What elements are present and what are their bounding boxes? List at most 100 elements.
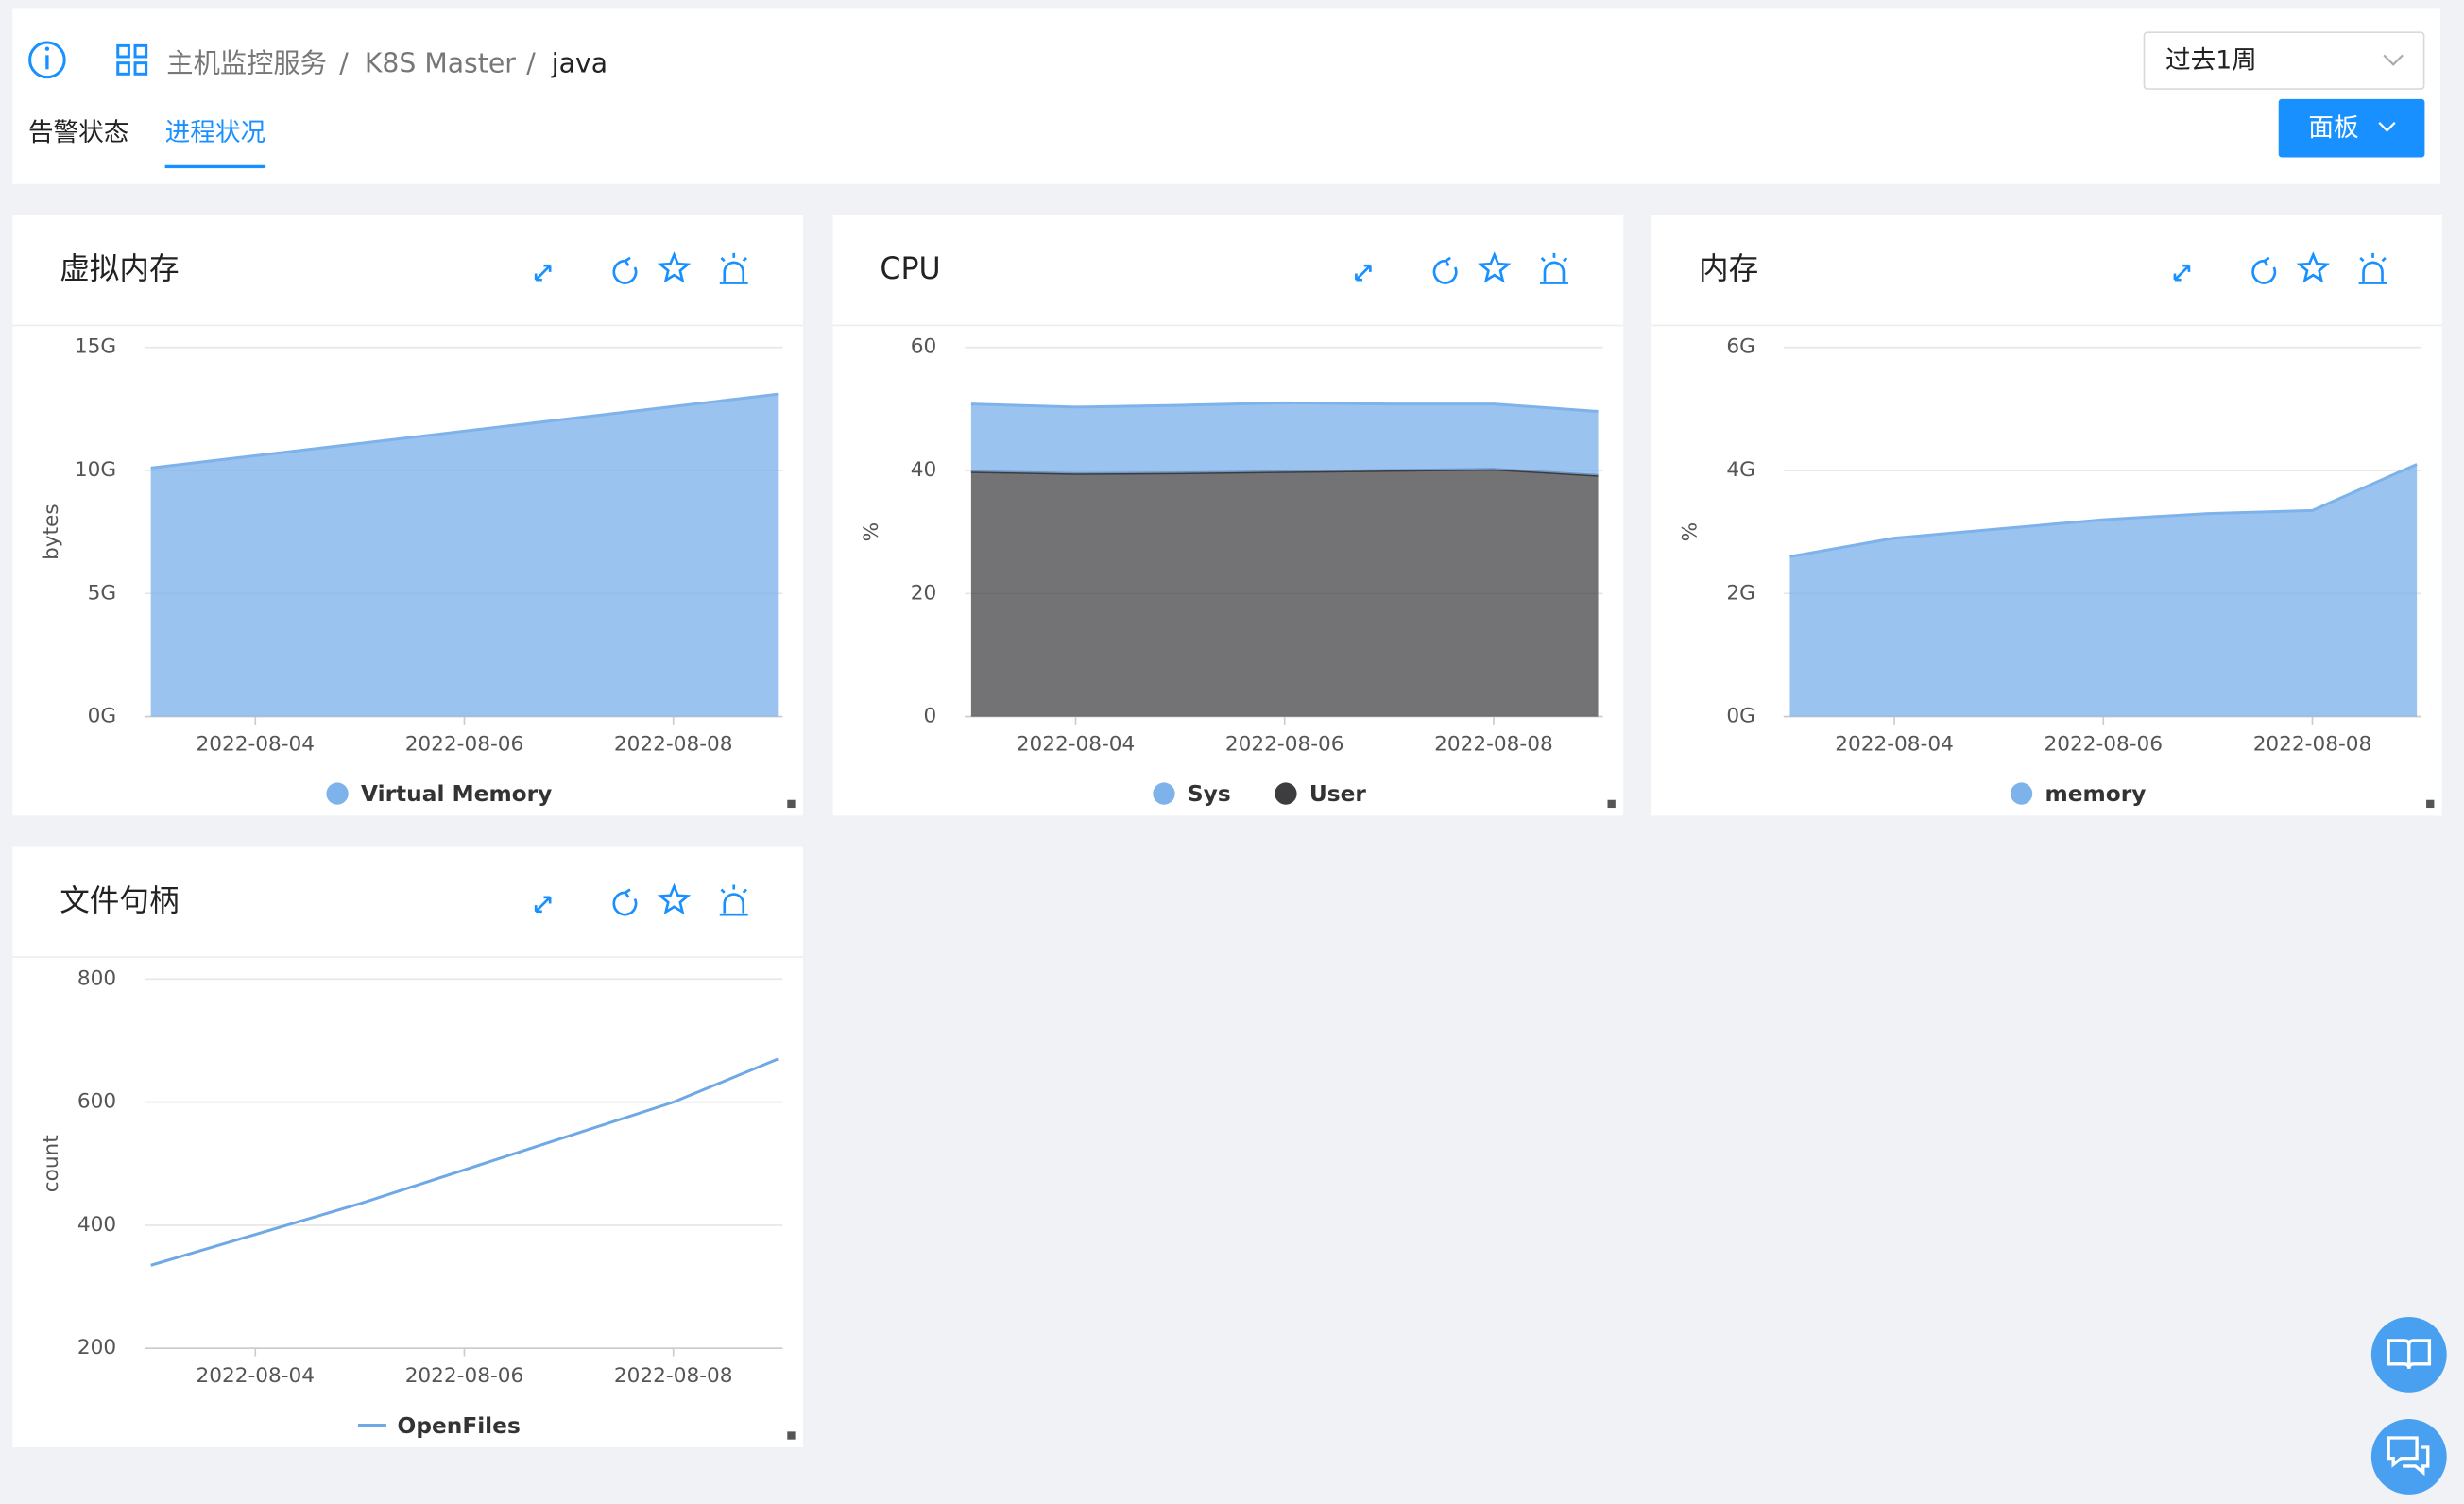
chat-button[interactable] (2370, 1419, 2447, 1495)
y-tick-label: 4G (1726, 458, 1754, 482)
legend: memory (2010, 781, 2147, 807)
area-fill (150, 394, 779, 717)
favorite-icon[interactable] (657, 251, 692, 283)
time-range-select[interactable]: 过去1周 (2143, 31, 2425, 90)
breadcrumb-current: java (551, 47, 607, 78)
icon-shape (534, 896, 552, 914)
x-tick-label: 2022-08-04 (196, 733, 315, 757)
tab[interactable]: 告警状态 (28, 118, 128, 147)
area-fill (970, 402, 1599, 476)
favorite-icon[interactable] (2296, 251, 2331, 283)
x-tick-label: 2022-08-06 (2044, 733, 2163, 757)
legend-label[interactable]: memory (2045, 781, 2147, 807)
y-tick-label: 0 (924, 705, 937, 728)
icon-shape (1355, 264, 1372, 282)
icon-shape (657, 251, 692, 283)
series-line (1789, 463, 2418, 558)
help-button[interactable] (2370, 1316, 2447, 1393)
y-axis-label: count (40, 1135, 63, 1192)
expand-icon[interactable] (534, 264, 552, 282)
y-tick-label: 60 (911, 335, 937, 359)
y-tick-label: 10G (75, 458, 116, 482)
breadcrumb-item[interactable]: K8S Master (365, 47, 516, 78)
expand-icon[interactable] (534, 896, 552, 914)
y-tick-label: 15G (75, 335, 116, 359)
refresh-icon[interactable] (612, 888, 638, 916)
info-icon[interactable] (28, 41, 66, 79)
legend-marker (326, 782, 349, 805)
legend-label[interactable]: User (1309, 781, 1367, 807)
y-tick-label: 0G (1726, 705, 1754, 728)
resize-handle[interactable] (2426, 799, 2435, 809)
panel-title: 文件句柄 (60, 884, 179, 918)
resize-handle[interactable] (787, 799, 796, 809)
x-tick-label: 2022-08-08 (2253, 733, 2372, 757)
icon-shape (2251, 256, 2277, 284)
refresh-icon[interactable] (1432, 256, 1458, 284)
y-tick-label: 800 (77, 966, 116, 990)
icon-shape (719, 884, 748, 916)
alarm-icon[interactable] (719, 884, 748, 916)
y-tick-label: 20 (911, 581, 937, 605)
alarm-icon[interactable] (2358, 252, 2387, 284)
icon-shape (2173, 264, 2191, 282)
x-tick-label: 2022-08-06 (405, 1364, 524, 1388)
button-label: 面板 (2308, 113, 2358, 143)
x-tick-label: 2022-08-08 (614, 733, 733, 757)
y-tick-label: 6G (1726, 335, 1754, 359)
y-tick-label: 5G (88, 581, 117, 605)
panel-button[interactable]: 面板 (2278, 98, 2425, 158)
series-line (150, 1057, 779, 1267)
icon-shape (2358, 252, 2387, 284)
y-axis-label: % (1679, 522, 1703, 542)
icon-shape (612, 256, 638, 284)
area-fill (1789, 464, 2418, 717)
breadcrumb-separator: / (526, 47, 536, 78)
refresh-icon[interactable] (2251, 256, 2277, 284)
grid-icon[interactable] (116, 43, 148, 76)
legend-marker (2010, 782, 2033, 805)
x-tick-label: 2022-08-06 (405, 733, 524, 757)
icon-shape (1432, 256, 1458, 284)
series-line (970, 401, 1599, 413)
icon-shape (1540, 252, 1568, 284)
favorite-icon[interactable] (657, 882, 692, 915)
y-tick-label: 2G (1726, 581, 1754, 605)
tab[interactable]: 进程状况 (165, 118, 265, 147)
tab-underline (164, 164, 266, 169)
legend: Virtual Memory (326, 781, 552, 807)
panel-title: 虚拟内存 (60, 252, 179, 286)
favorite-icon[interactable] (1478, 251, 1512, 283)
y-axis-label: % (860, 522, 883, 542)
alarm-icon[interactable] (719, 252, 748, 284)
legend-marker (1275, 782, 1297, 805)
panel-title: CPU (880, 252, 940, 286)
expand-icon[interactable] (2173, 264, 2191, 282)
series-line (150, 392, 779, 470)
expand-icon[interactable] (1355, 264, 1372, 282)
refresh-icon[interactable] (612, 256, 638, 284)
y-tick-label: 200 (77, 1336, 116, 1359)
legend-label[interactable]: Virtual Memory (361, 781, 552, 807)
panel-title: 内存 (1699, 252, 1758, 286)
x-tick-label: 2022-08-04 (1017, 733, 1136, 757)
icon-shape (612, 888, 638, 916)
resize-handle[interactable] (787, 1431, 796, 1440)
x-tick-label: 2022-08-04 (1835, 733, 1954, 757)
x-tick-label: 2022-08-06 (1225, 733, 1344, 757)
alarm-icon[interactable] (1540, 252, 1568, 284)
resize-handle[interactable] (1607, 799, 1616, 809)
x-tick-label: 2022-08-04 (196, 1364, 315, 1388)
legend-label[interactable]: OpenFiles (398, 1413, 521, 1439)
legend: OpenFiles (357, 1413, 521, 1439)
area-fill (970, 469, 1599, 717)
y-tick-label: 40 (911, 458, 937, 482)
y-axis-label: bytes (40, 504, 63, 560)
legend: Sys User (1153, 781, 1366, 807)
legend-label[interactable]: Sys (1188, 781, 1231, 807)
icon-shape (1478, 251, 1512, 283)
x-tick-label: 2022-08-08 (1434, 733, 1553, 757)
x-tick-label: 2022-08-08 (614, 1364, 733, 1388)
breadcrumb-item[interactable]: 主机监控服务 (166, 47, 327, 78)
